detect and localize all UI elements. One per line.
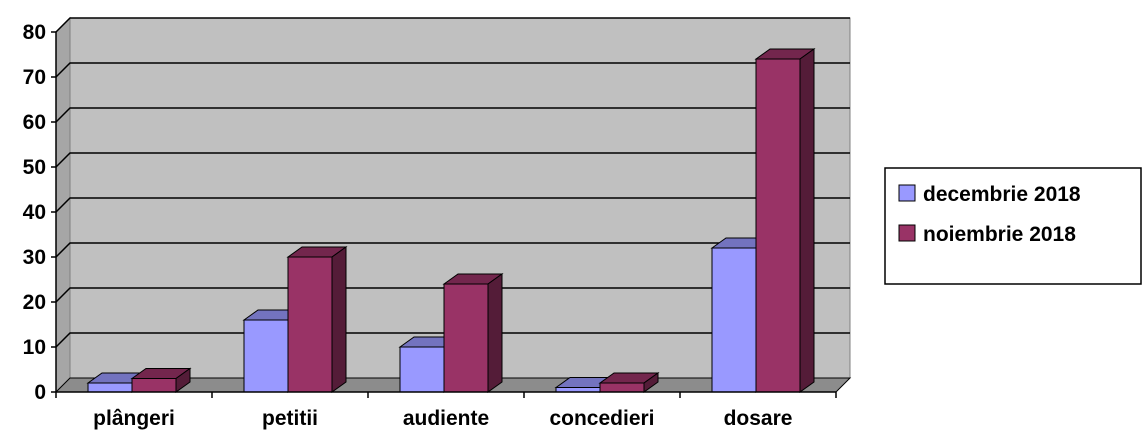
bar-side <box>487 273 503 393</box>
bar <box>711 247 757 393</box>
gridline <box>55 62 850 78</box>
legend-label: decembrie 2018 <box>923 183 1081 206</box>
bar <box>87 382 133 393</box>
gridline <box>55 107 850 123</box>
bar <box>287 256 333 393</box>
y-tick-label: 70 <box>23 66 46 89</box>
bar <box>131 378 177 393</box>
legend-label: noiembrie 2018 <box>923 223 1076 246</box>
gridline <box>55 17 850 33</box>
bar <box>399 346 445 393</box>
gridline <box>55 242 850 258</box>
y-tick-label: 0 <box>34 381 46 404</box>
bar <box>599 382 645 393</box>
legend-swatch <box>898 224 916 242</box>
bar <box>755 58 801 393</box>
legend-box <box>884 167 1142 285</box>
y-tick-label: 40 <box>23 201 46 224</box>
gridline <box>55 332 850 348</box>
legend-swatch <box>898 184 916 202</box>
bar-side <box>643 372 659 393</box>
bar-side <box>331 246 347 393</box>
gridline <box>55 197 850 213</box>
y-tick-label: 60 <box>23 111 46 134</box>
x-tick-label: audiente <box>403 407 489 430</box>
x-tick-label: petitii <box>262 407 318 430</box>
y-tick-label: 10 <box>23 336 46 359</box>
y-tick-label: 20 <box>23 291 46 314</box>
gridline <box>55 287 850 303</box>
x-tick-label: dosare <box>724 407 793 430</box>
bar-side <box>799 48 815 393</box>
bar-side <box>175 367 191 393</box>
bar <box>443 283 489 393</box>
y-tick-label: 80 <box>23 21 46 44</box>
x-tick-label: plângeri <box>93 407 175 430</box>
x-tick-label: concedieri <box>549 407 654 430</box>
bar <box>243 319 289 393</box>
y-tick-label: 50 <box>23 156 46 179</box>
y-tick-label: 30 <box>23 246 46 269</box>
gridline <box>55 152 850 168</box>
